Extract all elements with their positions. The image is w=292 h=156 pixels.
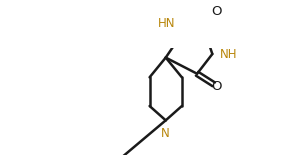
- Text: N: N: [161, 127, 170, 140]
- Text: NH: NH: [220, 48, 237, 61]
- Text: O: O: [211, 5, 222, 18]
- Text: O: O: [211, 80, 222, 93]
- Text: HN: HN: [158, 17, 175, 30]
